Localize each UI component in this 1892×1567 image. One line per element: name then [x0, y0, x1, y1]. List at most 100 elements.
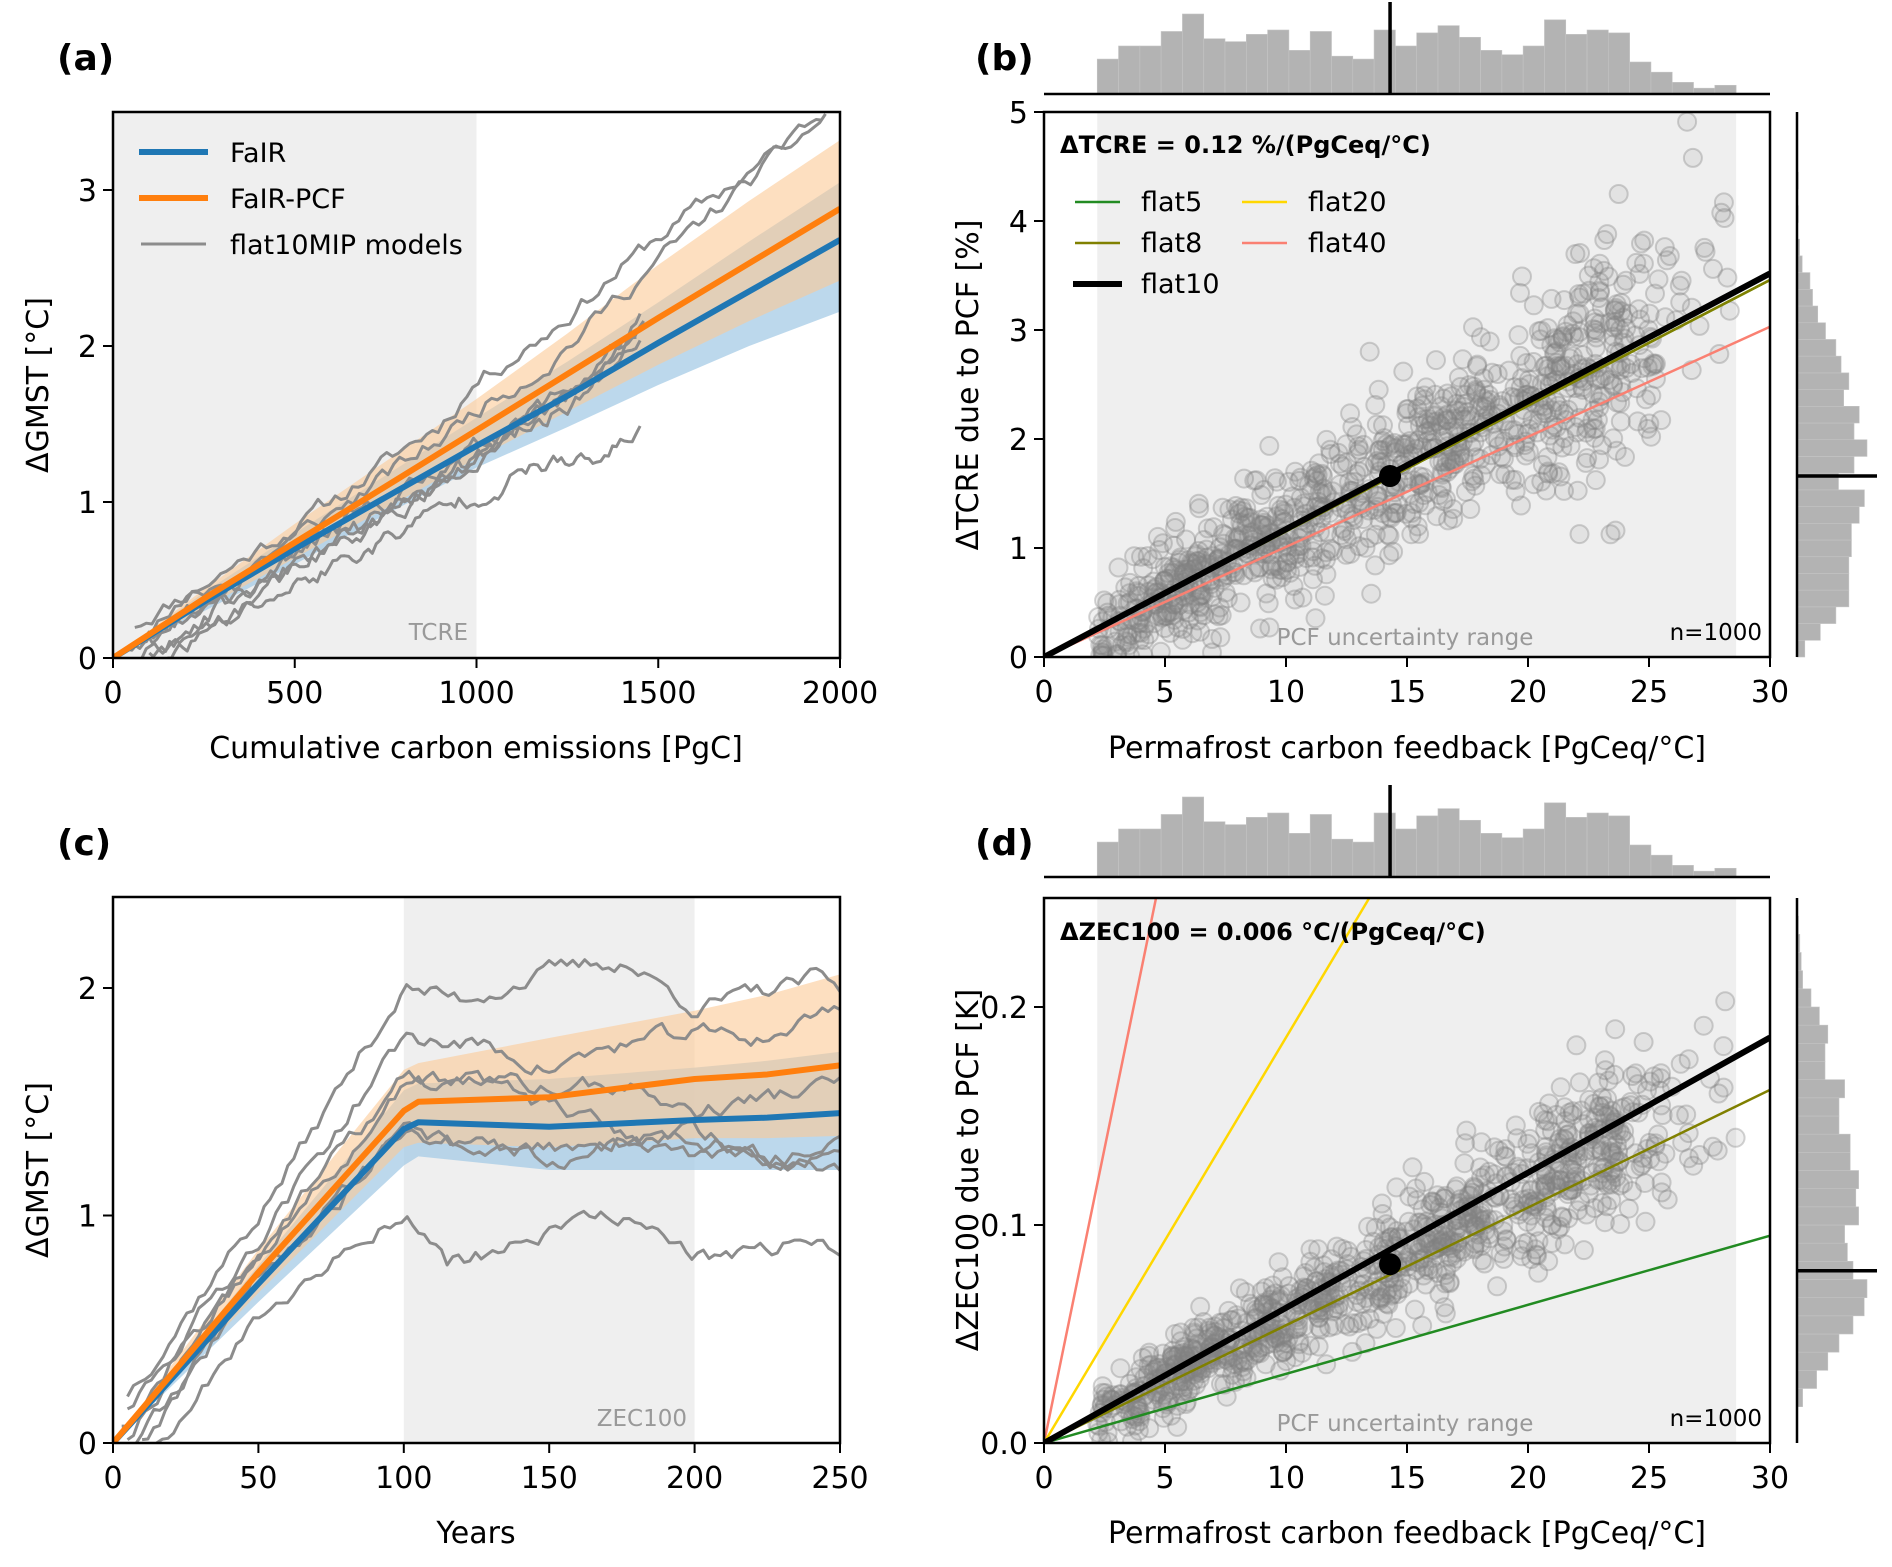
scatter-point: [1523, 352, 1544, 372]
scatter-point: [1376, 1293, 1397, 1314]
right-hist-bar: [1796, 1279, 1868, 1298]
scatter-point: [1374, 428, 1395, 449]
scatter-point: [1222, 1364, 1243, 1385]
scatter-point: [1475, 1165, 1496, 1186]
scatter-point: [1515, 445, 1536, 466]
scatter-point: [1585, 337, 1606, 358]
top-hist-bar: [1309, 31, 1332, 95]
top-hist-bar: [1629, 844, 1652, 878]
scatter-point: [1134, 630, 1155, 651]
scatter-point: [1372, 440, 1393, 461]
top-hist-bar: [1437, 808, 1460, 878]
scatter-point: [1446, 1248, 1467, 1269]
scatter-point: [1656, 250, 1677, 271]
top-hist-bar: [1267, 812, 1290, 878]
scatter-point: [1255, 1354, 1276, 1375]
scatter-point: [1536, 1136, 1557, 1157]
scatter-point: [1236, 513, 1257, 534]
scatter-point: [1164, 535, 1184, 556]
scatter-point: [1549, 1129, 1570, 1149]
scatter-point: [1268, 495, 1289, 516]
scatter-point: [1168, 617, 1189, 638]
scatter-point: [1398, 1211, 1419, 1232]
scatter-point: [1426, 350, 1446, 371]
scatter-point: [1316, 429, 1337, 450]
scatter-point: [1420, 421, 1441, 442]
scatter-point: [1569, 303, 1590, 324]
scatter-point: [1555, 321, 1576, 342]
scatter-point: [1347, 1313, 1368, 1334]
scatter-point: [1609, 1175, 1630, 1196]
scatter-point: [1314, 585, 1335, 606]
panel-b-xtick-label: 25: [1630, 675, 1668, 710]
scatter-point: [1167, 1416, 1188, 1437]
scatter-point: [1521, 1143, 1542, 1164]
right-hist-bar: [1796, 272, 1811, 290]
scatter-point: [1404, 494, 1425, 514]
scatter-point: [1154, 618, 1175, 639]
scatter-point: [1565, 244, 1586, 264]
scatter-point: [1434, 1188, 1455, 1209]
scatter-point: [1309, 1317, 1330, 1338]
scatter-point: [1453, 396, 1474, 417]
scatter-point: [1582, 383, 1603, 404]
scatter-point: [1615, 446, 1635, 467]
panel-c-xtick-label: 0: [103, 1461, 122, 1496]
right-hist-bar: [1796, 372, 1850, 390]
scatter-point: [1251, 509, 1272, 530]
scatter-point: [1408, 407, 1429, 428]
scatter-point: [1121, 625, 1142, 646]
scatter-point: [1463, 376, 1484, 397]
scatter-point: [1621, 363, 1642, 383]
scatter-point: [1194, 530, 1214, 550]
scatter-point: [1154, 570, 1175, 591]
scatter-point: [1354, 456, 1375, 477]
scatter-point: [1479, 1161, 1499, 1182]
scatter-point: [1385, 442, 1406, 463]
panel-b-ytick-label: 1: [1009, 532, 1028, 567]
scatter-point: [1550, 1170, 1570, 1191]
scatter-point: [1241, 522, 1262, 543]
scatter-point: [1464, 1177, 1485, 1198]
scatter-point: [1431, 396, 1452, 417]
scatter-point: [1203, 517, 1224, 538]
scatter-point: [1090, 645, 1111, 657]
right-histogram: [1795, 112, 1877, 658]
scatter-point: [1278, 1327, 1299, 1348]
top-hist-bar: [1480, 50, 1503, 95]
scatter-point: [1446, 1176, 1467, 1197]
scatter-point: [1246, 470, 1267, 491]
scatter-point: [1313, 478, 1334, 499]
top-histogram: [1044, 785, 1770, 879]
scatter-point: [1565, 1162, 1586, 1183]
scatter-point: [1548, 395, 1569, 416]
scatter-point: [1552, 329, 1573, 350]
right-hist-bar: [1796, 623, 1821, 641]
scatter-point: [1258, 515, 1279, 536]
right-hist-bar: [1796, 339, 1837, 357]
scatter-point: [1289, 470, 1310, 491]
top-histogram: [1044, 2, 1770, 96]
scatter-point: [1557, 315, 1578, 336]
scatter-point: [1188, 1317, 1209, 1338]
scatter-point: [1332, 1239, 1353, 1259]
scatter-point: [1603, 1131, 1624, 1152]
scatter-point: [1629, 263, 1650, 284]
scatter-point: [1115, 577, 1136, 598]
scatter-point: [1651, 1063, 1671, 1084]
scatter-point: [1707, 1140, 1728, 1161]
scatter-point: [1616, 318, 1637, 339]
scatter-point: [1626, 252, 1647, 273]
scatter-point: [1517, 1232, 1538, 1253]
scatter-point: [1600, 524, 1621, 545]
right-hist-bar: [1796, 405, 1860, 424]
scatter-point: [1599, 312, 1620, 333]
scatter-point: [1627, 1074, 1648, 1095]
scatter-point: [1694, 237, 1715, 258]
panel-a-legend: FaIR FaIR-PCF flat10MIP models: [139, 138, 463, 261]
panel-c-ytick-label: 1: [78, 1200, 97, 1235]
scatter-point: [1644, 354, 1665, 375]
scatter-point: [1632, 1153, 1653, 1174]
scatter-point: [1301, 460, 1322, 481]
scatter-point: [1288, 543, 1309, 564]
